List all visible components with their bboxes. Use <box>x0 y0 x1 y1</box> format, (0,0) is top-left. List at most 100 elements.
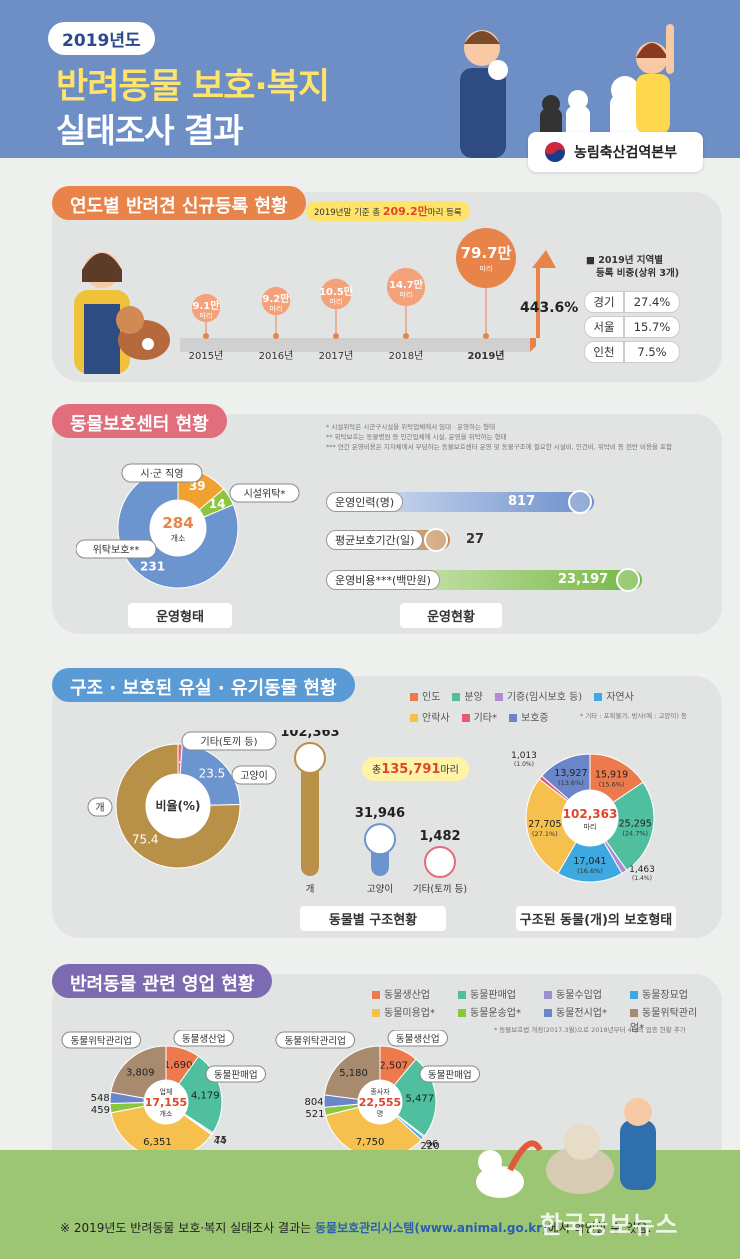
callout-box <box>275 1031 355 1049</box>
year-label: 2019년 <box>467 349 504 362</box>
rescue-animal-icon <box>424 846 456 878</box>
callout-label: 동물판매업 <box>214 1069 258 1081</box>
rescue-value: 102,363 <box>280 730 339 740</box>
slice-value: 2,507 <box>379 1060 408 1071</box>
small-slice-value: 1,463 <box>629 865 655 875</box>
legend-item: 자연사 <box>594 688 634 703</box>
legend-swatch <box>461 714 470 722</box>
slice-value: 5,180 <box>339 1068 368 1079</box>
slice-value: 13,927 <box>554 768 587 779</box>
slice-pct: (24.7%) <box>622 829 648 837</box>
donut-center-label: 종사자 <box>370 1087 390 1096</box>
calendar-icon <box>424 528 448 552</box>
legend-swatch <box>630 991 638 999</box>
year-label: 2016년 <box>259 350 294 362</box>
callout-label: 개 <box>95 802 104 814</box>
legend-item: 보호중 <box>509 709 549 724</box>
slice-pct: (16.6%) <box>577 867 603 875</box>
callout-box <box>87 797 113 817</box>
slice-pct: (15.6%) <box>599 780 625 788</box>
callout-label: 시설위탁* <box>244 487 286 500</box>
small-slice-pct: (1.4%) <box>632 875 652 882</box>
callout-label: 동물위탁관리업 <box>71 1035 132 1047</box>
slice-value: 23.5 <box>199 767 226 781</box>
legend-item: 안락사 <box>410 709 450 724</box>
year-badge: 2019년도 <box>48 22 155 55</box>
slice-value: 3,809 <box>126 1067 155 1078</box>
legend-swatch <box>458 1009 466 1017</box>
owner-with-dog-illustration <box>74 252 170 374</box>
slice-pct: (27.1%) <box>532 830 558 838</box>
callout-label: 고양이 <box>240 770 268 782</box>
callout-box <box>61 1031 141 1049</box>
bubble <box>456 228 516 288</box>
section2-title: 동물보호센터 현황 <box>52 404 227 438</box>
footer-note: ※ 2019년도 반려동물 보호·복지 실태조사 결과는 동물보호관리시스템(w… <box>60 1221 652 1235</box>
watermark: 한국공보뉴스 <box>540 1211 679 1239</box>
rescue-legend: 인도 분양 기증(임시보호 등) 자연사 안락사 기타* 보호중 <box>410 688 670 724</box>
slice-value: 25,295 <box>619 818 652 829</box>
legend-item: 동물운송업* <box>458 1004 532 1034</box>
callout-box <box>229 483 300 503</box>
slice-value: 459 <box>91 1105 110 1116</box>
slice-value: 521 <box>305 1109 324 1120</box>
callout-label: 위탁보호** <box>93 543 140 556</box>
footer-link[interactable]: 동물보호관리시스템(www.animal.go.kr) <box>314 1221 548 1235</box>
rescue-category: 개 <box>306 884 315 895</box>
operation-bar-value: 817 <box>508 494 536 509</box>
shelter-operation-caption: 운영현황 <box>400 603 502 628</box>
slice-value: 44 <box>214 1136 227 1147</box>
section3-title: 구조 · 보호된 유실 · 유기동물 현황 <box>52 668 355 702</box>
operation-bar-value: 27 <box>466 532 485 547</box>
rescue-species-caption: 동물별 구조현황 <box>300 906 446 931</box>
legend-swatch <box>494 693 503 701</box>
registration-bubble-chart: 9.1만마리2015년9.2만마리2016년10.5만마리2017년14.7만마… <box>180 228 556 362</box>
slice-value: 15,919 <box>595 769 628 780</box>
rescue-legend-note: * 기타 : 포획불가, 방사(예 : 고양이) 등 <box>580 712 687 720</box>
rescue-animal-icon <box>364 823 396 856</box>
pets-illustration <box>476 1098 656 1198</box>
total-note: 2019년말 기준 총 209.2만마리 등록 <box>306 201 470 221</box>
ministry-emblem-icon <box>545 142 565 162</box>
donut-hole <box>144 1080 188 1124</box>
operation-bar-label: 운영비용***(백만원) <box>326 570 440 590</box>
legend-swatch <box>410 714 418 722</box>
donut-center-value: 22,555 <box>359 1096 401 1109</box>
slice-pct: (13.6%) <box>558 779 584 787</box>
section1-title: 연도별 반려견 신규등록 현황 <box>52 186 306 220</box>
slice-value: 231 <box>140 559 165 573</box>
callout-box <box>231 765 277 785</box>
bubble <box>386 267 426 307</box>
slice-value: 1,690 <box>164 1060 193 1071</box>
region-title: ■ 2019년 지역별 등록 비중(상위 3개) <box>586 255 680 279</box>
legend-swatch <box>458 991 466 999</box>
callout-box <box>205 1065 266 1083</box>
legend-swatch <box>544 1009 552 1017</box>
legend-item: 동물장묘업 <box>630 986 704 1001</box>
bubble-unit: 마리 <box>270 304 283 313</box>
callout-box <box>387 1030 448 1047</box>
staff-icon <box>568 490 592 514</box>
bubble-unit: 마리 <box>330 297 343 306</box>
legend-swatch <box>544 991 552 999</box>
donut-hole <box>562 790 618 846</box>
bubble <box>261 286 291 316</box>
rescue-total: 총135,791마리 <box>362 757 469 781</box>
bubble-value: 9.1만 <box>193 299 221 312</box>
legend-swatch <box>509 714 518 722</box>
legend-swatch <box>630 1009 638 1017</box>
page-title-line1: 반려동물 보호·복지 <box>56 67 330 107</box>
legend-swatch <box>594 693 603 701</box>
bubble-value: 10.5만 <box>319 285 354 298</box>
legend-item: 동물전시업* <box>544 1004 618 1034</box>
operation-bar-label: 운영인력(명) <box>326 492 404 512</box>
rescue-category: 고양이 <box>367 884 393 895</box>
operation-bar-label: 평균보호기간(일) <box>326 530 424 550</box>
slice-value: 14 <box>209 497 226 511</box>
slice-value: 75 <box>214 1135 227 1146</box>
slice-value: 17,041 <box>573 856 606 867</box>
callout-box <box>419 1065 480 1083</box>
